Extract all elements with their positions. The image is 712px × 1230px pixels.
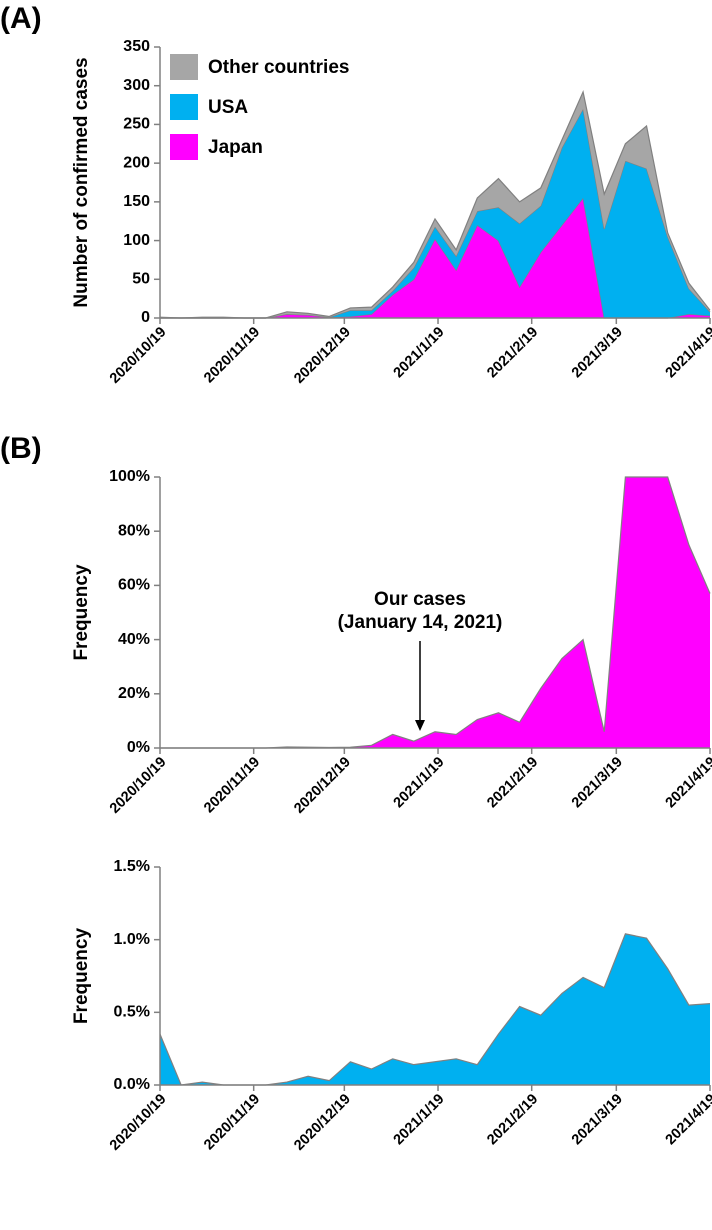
legend-label: Other countries [208,57,349,78]
y-tick-label: 250 [123,116,150,133]
x-tick-label: 2021/4/19 [663,324,712,381]
y-axis-title: Frequency [71,928,92,1025]
y-tick-label: 300 [123,77,150,94]
y-tick-label: 100% [109,468,150,485]
y-tick-label: 1.5% [114,858,150,875]
y-tick-label: 50 [132,271,150,288]
legend-swatch [170,54,198,80]
x-tick-label: 2020/12/19 [291,324,354,387]
y-axis-title: Frequency [71,564,92,661]
y-tick-label: 0% [127,739,150,756]
panel-label: (B) [0,432,42,465]
x-tick-label: 2021/2/19 [484,1091,541,1148]
x-tick-label: 2021/1/19 [391,754,448,811]
annotation: Our cases [374,589,466,610]
x-tick-label: 2021/1/19 [391,1091,448,1148]
x-tick-label: 2021/4/19 [663,754,712,811]
area-fill [160,477,710,748]
y-tick-label: 80% [118,522,150,539]
y-tick-label: 200 [123,154,150,171]
y-tick-label: 100 [123,232,150,249]
y-tick-label: 40% [118,631,150,648]
x-tick-label: 2020/11/19 [201,754,263,816]
x-tick-label: 2020/12/19 [291,1091,354,1154]
y-tick-label: 0.5% [114,1004,150,1021]
legend-label: Japan [208,137,263,158]
x-tick-label: 2020/10/19 [107,324,170,387]
y-tick-label: 150 [123,193,150,210]
x-tick-label: 2020/11/19 [201,324,263,386]
x-tick-label: 2021/2/19 [484,324,541,381]
area-fill [160,933,710,1085]
x-tick-label: 2021/2/19 [484,754,541,811]
y-tick-label: 20% [118,685,150,702]
panel-label: (A) [0,2,42,35]
y-tick-label: 0 [141,309,150,326]
x-tick-label: 2020/12/19 [291,754,354,817]
annotation: (January 14, 2021) [338,612,503,633]
legend-swatch [170,94,198,120]
area-fill [160,197,710,318]
y-axis-title: Number of confirmed cases [71,57,92,307]
x-tick-label: 2020/11/19 [201,1091,263,1153]
x-tick-label: 2021/3/19 [569,1091,626,1148]
x-tick-label: 2021/3/19 [569,324,626,381]
area-fill [160,108,710,318]
x-tick-label: 2020/10/19 [107,1091,170,1154]
legend-label: USA [208,97,248,118]
x-tick-label: 2020/10/19 [107,754,170,817]
x-tick-label: 2021/4/19 [663,1091,712,1148]
annotation-arrowhead [415,720,425,731]
y-tick-label: 0.0% [114,1076,150,1093]
x-tick-label: 2021/1/19 [391,324,448,381]
y-tick-label: 60% [118,577,150,594]
y-tick-label: 350 [123,38,150,55]
y-tick-label: 1.0% [114,931,150,948]
x-tick-label: 2021/3/19 [569,754,626,811]
legend-swatch [170,134,198,160]
